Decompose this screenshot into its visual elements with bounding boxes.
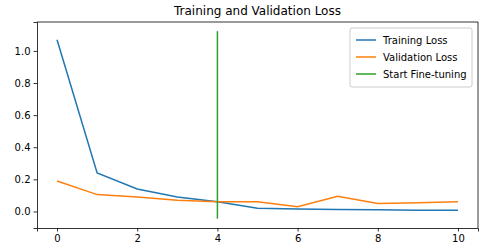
frame (478, 22, 479, 228)
tick: 4 (215, 228, 221, 244)
tick: 0.4 (15, 142, 37, 153)
legend-swatch (356, 39, 376, 41)
tick-label: 0 (54, 233, 60, 244)
tick-mark (458, 228, 459, 232)
tick: 0.8 (15, 78, 37, 89)
tick: 6 (295, 228, 301, 244)
tick-label: 6 (295, 233, 301, 244)
tick: 8 (375, 228, 381, 244)
background (0, 0, 483, 245)
axis-line (38, 229, 479, 232)
legend-box (350, 28, 472, 87)
tick: 0.0 (15, 206, 37, 217)
tick-label: 0.8 (15, 78, 31, 89)
tick: 10 (452, 228, 465, 244)
tick-label: 2 (135, 233, 141, 244)
tick-label: 10 (452, 233, 465, 244)
plot: 0 2 4 6 8 10 0.0 0.2 0.4 0.6 0.8 1.0 Training Loss Va… (15, 22, 479, 244)
series-group (57, 31, 458, 219)
tick-label: 0.0 (15, 206, 31, 217)
y-axis: 0.0 0.2 0.4 0.6 0.8 1.0 (15, 23, 38, 229)
legend-swatch (356, 73, 376, 75)
tick-mark (57, 228, 58, 232)
tick-mark (378, 228, 379, 232)
legend-label: Training Loss (382, 35, 448, 46)
tick-mark (34, 51, 38, 52)
tick-mark (298, 228, 299, 232)
tick: 0 (54, 228, 60, 244)
tick-mark (217, 228, 218, 232)
series-line (217, 31, 219, 219)
tick-label: 1.0 (15, 46, 31, 57)
legend-swatch (356, 56, 376, 58)
tick-mark (34, 83, 38, 84)
tick-mark (137, 228, 138, 232)
tick-label: 0.4 (15, 142, 31, 153)
title: Training and Validation Loss (173, 4, 341, 18)
tick: 1.0 (15, 46, 37, 57)
tick-mark (34, 115, 38, 116)
x-axis: 0 2 4 6 8 10 (38, 228, 479, 244)
tick-label: 0.6 (15, 110, 31, 121)
tick-mark (34, 147, 38, 148)
tick: 0.2 (15, 174, 37, 185)
tick-label: 8 (375, 233, 381, 244)
frame (37, 22, 478, 23)
tick: 2 (135, 228, 141, 244)
tick-mark (34, 211, 38, 212)
chart: 0 2 4 6 8 10 0.0 0.2 0.4 0.6 0.8 1.0 Training Loss Va… (0, 0, 483, 245)
axis-line (34, 23, 38, 229)
tick-label: 0.2 (15, 174, 31, 185)
tick: 0.6 (15, 110, 37, 121)
legend-label: Validation Loss (383, 52, 458, 63)
legend: Training Loss Validation Loss Start Fine-t… (350, 28, 472, 87)
tick-mark (34, 179, 38, 180)
legend-label: Start Fine-tuning (383, 69, 467, 80)
tick-label: 4 (215, 233, 221, 244)
series-line (57, 181, 458, 207)
